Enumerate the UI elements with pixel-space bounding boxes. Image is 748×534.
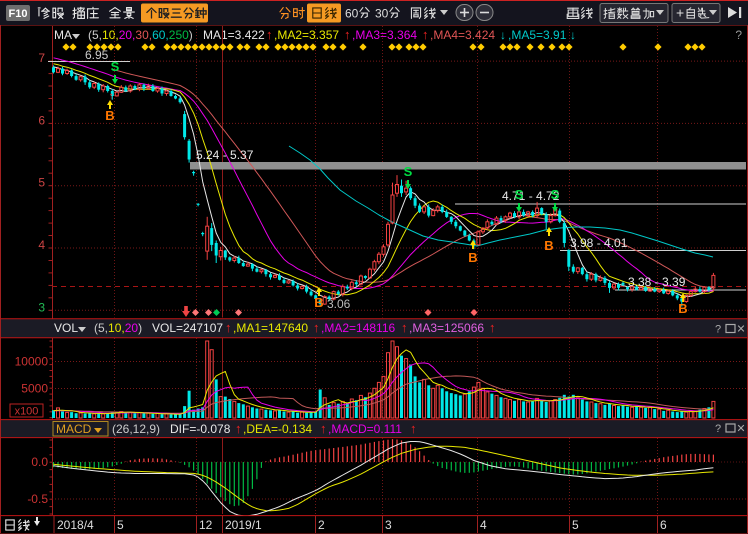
svg-text:,MA5=3.91: ,MA5=3.91: [508, 28, 567, 42]
svg-text:5: 5: [117, 518, 124, 532]
svg-text:↑: ↑: [225, 320, 232, 335]
svg-text:4: 4: [480, 518, 487, 532]
svg-text:?: ?: [715, 324, 721, 336]
svg-text:?: ?: [715, 423, 721, 435]
svg-text:,MA1=147640: ,MA1=147640: [233, 321, 308, 335]
svg-text:5: 5: [572, 518, 579, 532]
svg-text:VOL=247107: VOL=247107: [152, 321, 223, 335]
svg-text:S: S: [551, 187, 560, 202]
svg-text:↑: ↑: [401, 320, 408, 335]
svg-text:5.24 - 5.37: 5.24 - 5.37: [196, 148, 254, 162]
svg-text:MA1=3.422: MA1=3.422: [203, 28, 265, 42]
svg-text:↑: ↑: [235, 421, 242, 436]
svg-text:3.06: 3.06: [327, 297, 351, 311]
svg-text:2: 2: [318, 518, 325, 532]
svg-text:0.0: 0.0: [31, 455, 48, 469]
svg-text:?: ?: [735, 28, 742, 42]
svg-text:B: B: [678, 301, 687, 316]
svg-text:,MA2=3.357: ,MA2=3.357: [274, 28, 339, 42]
svg-text:↑: ↑: [489, 320, 496, 335]
svg-text:2018/4: 2018/4: [57, 518, 94, 532]
svg-text:10000: 10000: [15, 355, 49, 369]
svg-text:4.71 - 4.72: 4.71 - 4.72: [502, 189, 560, 203]
svg-text:✕: ✕: [736, 324, 745, 336]
svg-text:B: B: [105, 108, 114, 123]
svg-text:+: +: [676, 5, 684, 21]
svg-text:MACD: MACD: [56, 422, 92, 436]
svg-text:✕: ✕: [736, 423, 745, 435]
svg-text:6.95: 6.95: [85, 48, 109, 62]
svg-text:S: S: [111, 59, 120, 74]
svg-text:2019/1: 2019/1: [225, 518, 262, 532]
svg-text:↓: ↓: [570, 28, 576, 42]
svg-text:6: 6: [38, 113, 45, 127]
svg-text:3: 3: [385, 518, 392, 532]
svg-text:↑: ↑: [266, 27, 273, 42]
svg-text:↑: ↑: [320, 421, 327, 436]
svg-text:B: B: [468, 250, 477, 265]
svg-text:6: 6: [660, 518, 667, 532]
svg-text:F10: F10: [9, 8, 28, 20]
svg-text:VOL: VOL: [54, 321, 78, 335]
svg-text:(5,10,20,30,60,250): (5,10,20,30,60,250): [88, 28, 193, 42]
svg-text:↑: ↑: [109, 91, 114, 102]
svg-text:(5,10,20): (5,10,20): [94, 321, 142, 335]
svg-text:7: 7: [38, 51, 45, 65]
svg-text:,DEA=-0.134: ,DEA=-0.134: [243, 422, 312, 436]
svg-text:-0.5: -0.5: [27, 492, 48, 506]
svg-text:MA: MA: [54, 28, 72, 42]
svg-text:(26,12,9): (26,12,9): [112, 422, 160, 436]
svg-text:,MA4=3.424: ,MA4=3.424: [430, 28, 495, 42]
svg-text:5000: 5000: [21, 382, 48, 396]
svg-text:x100: x100: [15, 406, 39, 418]
svg-text:,MA3=125066: ,MA3=125066: [409, 321, 484, 335]
svg-text:60: 60: [345, 7, 359, 21]
svg-text:3.98 - 4.01: 3.98 - 4.01: [570, 236, 628, 250]
svg-text:,MACD=0.111: ,MACD=0.111: [328, 422, 402, 436]
svg-text:↑: ↑: [422, 27, 429, 42]
svg-text:↓: ↓: [500, 28, 506, 42]
svg-text:,MA2=148116: ,MA2=148116: [321, 321, 395, 335]
svg-text:,MA3=3.364: ,MA3=3.364: [352, 28, 417, 42]
svg-text:S: S: [404, 164, 413, 179]
svg-text:4: 4: [38, 238, 45, 252]
svg-text:B: B: [544, 238, 553, 253]
svg-text:↑: ↑: [344, 27, 351, 42]
svg-text:↑: ↑: [313, 320, 320, 335]
svg-text:DIF=-0.078: DIF=-0.078: [170, 422, 231, 436]
svg-text:30: 30: [375, 7, 389, 21]
svg-text:B: B: [314, 295, 323, 310]
svg-text:3.38 - 3.39: 3.38 - 3.39: [628, 275, 686, 289]
svg-text:↑: ↑: [410, 421, 417, 436]
svg-text:S: S: [515, 187, 524, 202]
svg-text:5: 5: [38, 176, 45, 190]
svg-text:3: 3: [38, 300, 45, 314]
svg-text:12: 12: [199, 518, 213, 532]
